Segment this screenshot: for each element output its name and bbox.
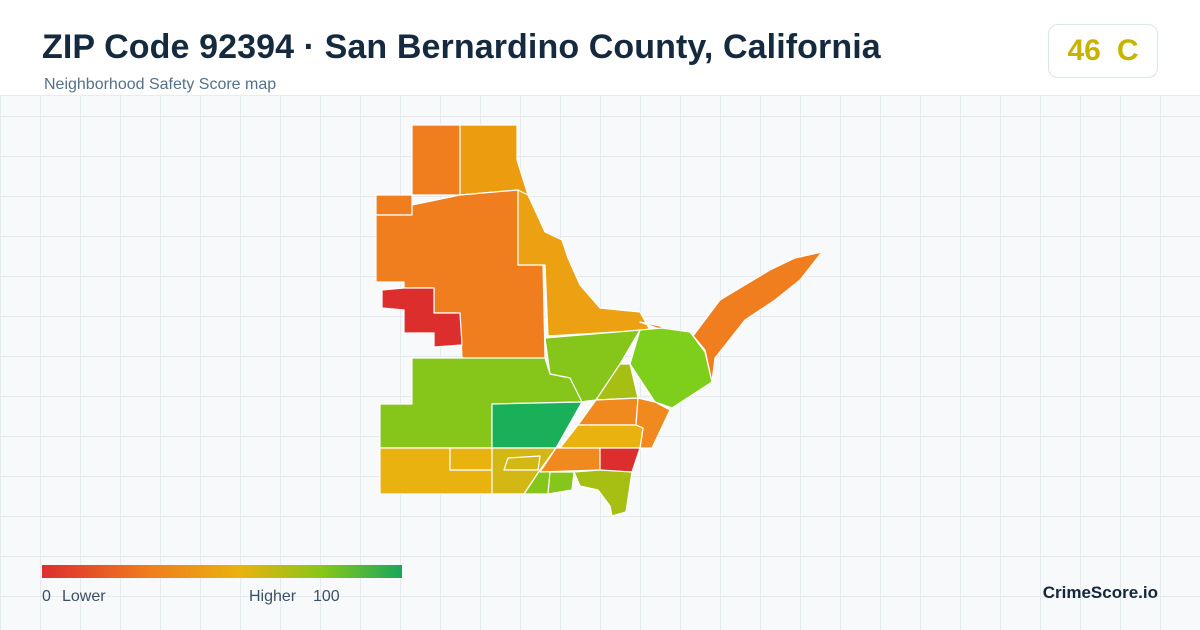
map-region[interactable] xyxy=(459,124,529,196)
map-region[interactable] xyxy=(573,469,633,517)
score-badge: 46 C xyxy=(1048,24,1158,78)
map-region[interactable] xyxy=(517,189,651,337)
legend-min-label: 0 xyxy=(42,588,51,605)
map-region[interactable] xyxy=(381,287,463,348)
header-band xyxy=(0,0,1200,96)
map-region[interactable] xyxy=(547,471,575,495)
brand-label: CrimeScore.io xyxy=(1042,583,1158,602)
map-region[interactable] xyxy=(503,455,541,471)
legend-low-label: Lower xyxy=(62,588,106,605)
map-region[interactable] xyxy=(577,397,639,426)
legend-color-bar xyxy=(42,565,402,578)
legend-high-label: Higher xyxy=(249,588,297,605)
page-title: ZIP Code 92394 · San Bernardino County, … xyxy=(42,28,881,66)
score-grade: C xyxy=(1116,34,1139,67)
map-region[interactable] xyxy=(449,447,493,471)
map-region[interactable] xyxy=(629,327,713,409)
page-subtitle: Neighborhood Safety Score map xyxy=(44,76,277,93)
score-value: 46 xyxy=(1067,34,1101,67)
map-region[interactable] xyxy=(639,251,823,383)
map-region[interactable] xyxy=(559,424,644,449)
legend-max-label: 100 xyxy=(313,588,340,605)
map-region[interactable] xyxy=(599,447,641,473)
